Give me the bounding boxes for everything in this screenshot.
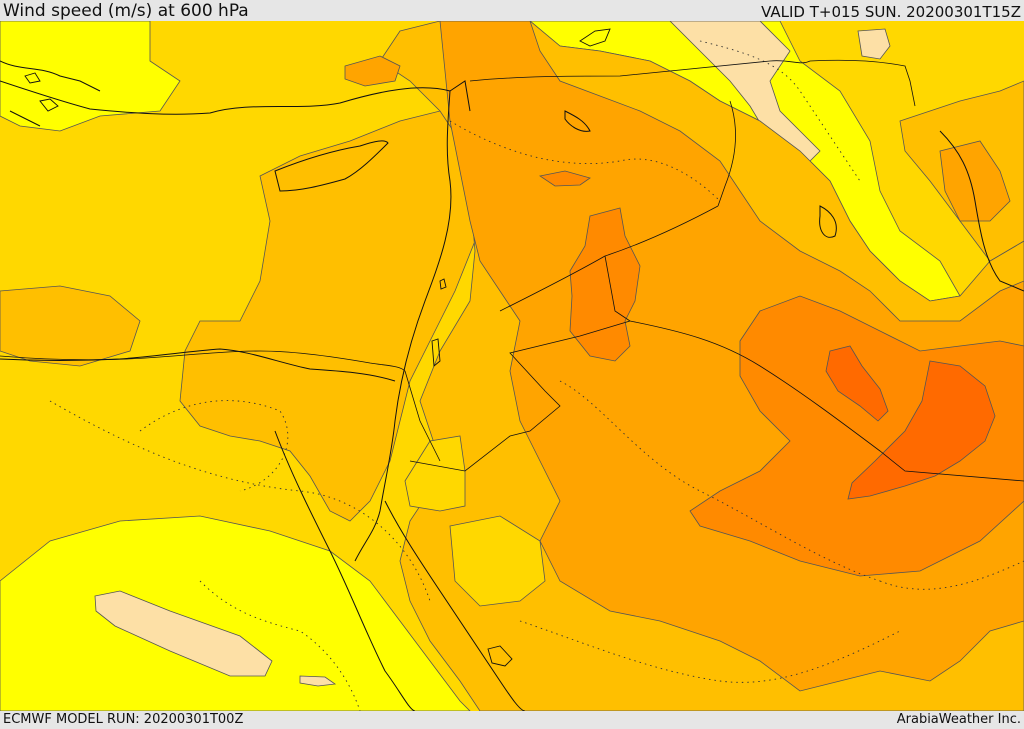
island-aegean (24, 72, 59, 112)
footer-bar: ECMWF MODEL RUN: 20200301T00Z ArabiaWeat… (0, 711, 1024, 729)
coastline-levant (354, 90, 452, 562)
field-yellow-northwest (0, 21, 181, 132)
field-lightest-southwest (94, 590, 273, 677)
dotted-contour-8 (879, 560, 1024, 590)
field-lightest-north (669, 21, 821, 167)
coastline-north-africa (0, 348, 396, 382)
coastline-red-sea-west (274, 430, 416, 711)
border-syria-iraq (499, 205, 719, 312)
coastline-aegean (0, 60, 101, 127)
border-saudi-iraq (629, 320, 1024, 482)
map-canvas (0, 21, 1024, 711)
field-yellow-southwest (0, 515, 471, 711)
field-deep-orange-core (847, 360, 996, 500)
dotted-contours (49, 40, 1024, 711)
lake-van (579, 28, 611, 47)
field-orange-east (939, 140, 1011, 222)
header-bar: Wind speed (m/s) at 600 hPa VALID T+015 … (0, 0, 1024, 21)
credit-label: ArabiaWeather Inc. (896, 712, 1021, 727)
valid-time-label: VALID T+015 SUN. 20200301T15Z (761, 3, 1021, 21)
field-dark-orange-small (538, 170, 591, 187)
wind-speed-map (0, 21, 1024, 711)
border-jordan-saudi (509, 320, 631, 437)
small-features (24, 28, 611, 667)
coastline-cyprus (274, 140, 389, 192)
island-farasan (487, 645, 513, 667)
field-lightest-northeast (857, 28, 891, 60)
border-iran-iraq (809, 59, 916, 107)
dotted-contour-3 (449, 120, 721, 202)
map-title: Wind speed (m/s) at 600 hPa (3, 1, 249, 21)
border-jordan-iraq (604, 255, 631, 322)
field-orange-north (344, 55, 401, 87)
border-jordan-south (409, 435, 511, 472)
field-amber-west (0, 285, 141, 367)
dead-sea (431, 338, 441, 367)
country-borders (0, 59, 1024, 482)
border-egypt-israel (404, 370, 441, 462)
coastline-persian-gulf (939, 130, 1024, 292)
border-egypt-sudan (0, 350, 406, 372)
sea-of-galilee (439, 278, 447, 290)
coastlines (0, 60, 1024, 711)
coastline-lake (564, 110, 591, 132)
border-iraq-north (717, 100, 736, 207)
field-lightest-small (299, 675, 337, 687)
coastline-caspian (819, 205, 837, 238)
dotted-contour-5 (519, 620, 901, 683)
model-run-label: ECMWF MODEL RUN: 20200301T00Z (3, 712, 244, 727)
field-gold-patch-2 (404, 435, 466, 512)
field-gold-patch-3 (449, 515, 546, 607)
dotted-contour-1 (49, 400, 431, 602)
coastline-red-sea-east (384, 500, 526, 711)
field-deep-orange-west (825, 345, 889, 422)
border-turkey-syria (469, 60, 811, 82)
coastline-turkey-south (0, 80, 471, 115)
